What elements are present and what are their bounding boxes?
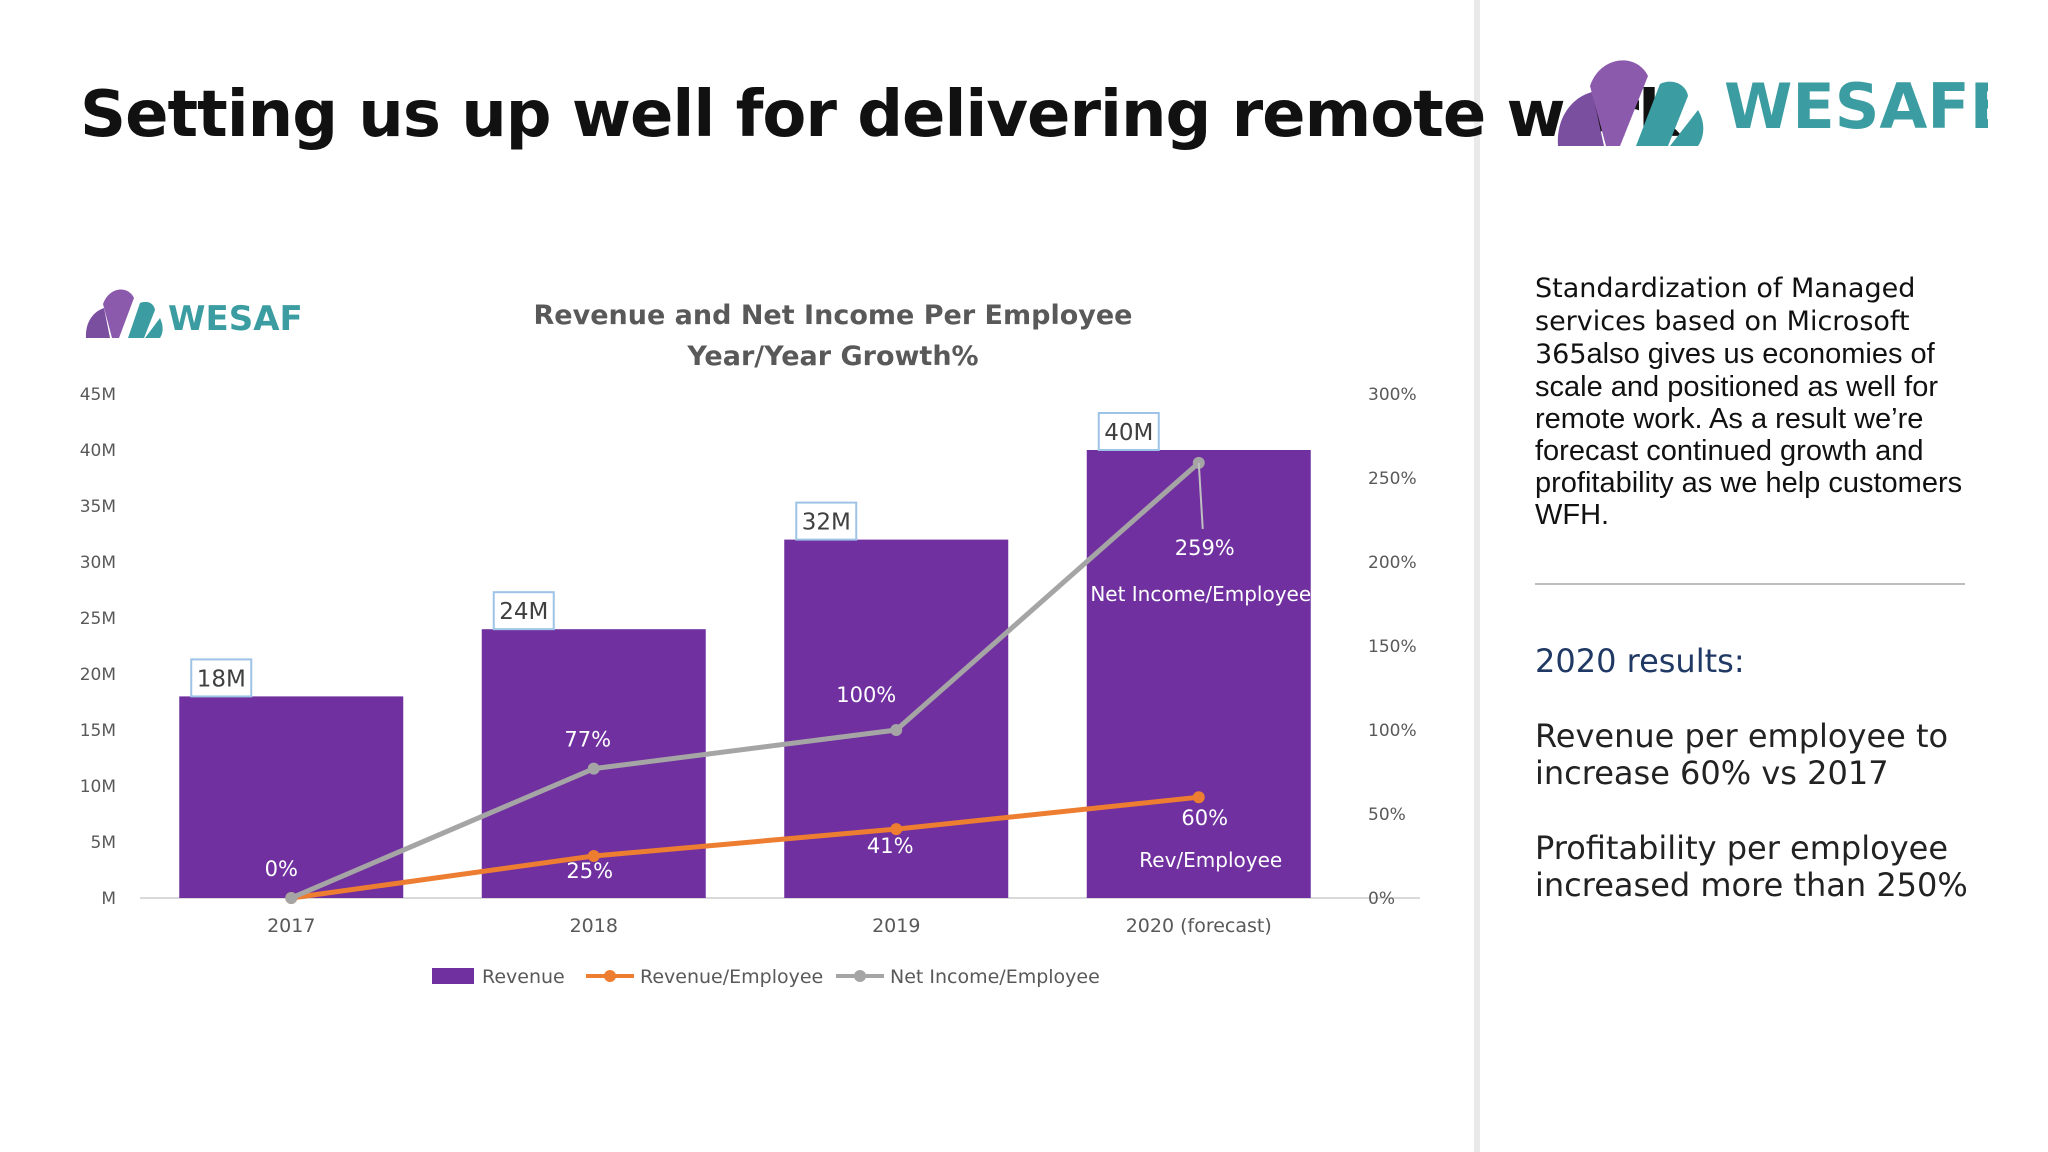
- revenue-per-employee-label: 60%: [1181, 806, 1228, 830]
- y-right-tick-label: 150%: [1368, 637, 1417, 657]
- wesafe-logo-text: WESAFE: [1724, 70, 1988, 143]
- legend-swatch-marker: [604, 970, 616, 982]
- x-tick-label: 2017: [267, 915, 315, 937]
- revenue-bar-label-box: [190, 658, 253, 698]
- net-income-per-employee-point: [587, 762, 600, 775]
- legend-label: Net Income/Employee: [890, 966, 1100, 988]
- revenue-bar-label: 40M: [1104, 420, 1153, 446]
- net-income-per-employee-point: [890, 724, 903, 736]
- y-left-tick-label: 25M: [80, 609, 116, 629]
- y-right-tick-label: 200%: [1368, 553, 1417, 573]
- net-income-per-employee-point: [285, 892, 298, 904]
- side-description-lead: Standardization of Managed services base…: [1535, 273, 1916, 370]
- revenue-per-employee-label: 25%: [566, 859, 613, 883]
- legend-label: Revenue: [482, 966, 565, 988]
- revenue-per-employee-line: [290, 794, 1200, 901]
- revenue-per-employee-point: [1192, 791, 1205, 804]
- revenue-per-employee-label: 41%: [867, 834, 914, 858]
- result-profitability: Profitability per employee increased mor…: [1535, 829, 1968, 904]
- rev-employee-annotation: Rev/Employee: [1139, 848, 1282, 872]
- revenue-bar-label: 18M: [197, 666, 246, 692]
- y-right-tick-label: 0%: [1368, 889, 1395, 909]
- slide-side-panel: [1480, 0, 2048, 1152]
- label-layer: 18M 24M 32M 40M 0% 25% 41% 60% 77% 100% 259% Net In…: [190, 412, 1311, 883]
- chart-legend: Revenue Revenue/Employee Net Income/Employ…: [432, 966, 1100, 988]
- net-income-per-employee-line: [290, 461, 1201, 901]
- y-left-tick-label: 20M: [80, 665, 116, 685]
- revenue-bar-label: 32M: [802, 510, 851, 536]
- y-left-tick-label: 45M: [80, 385, 116, 405]
- x-tick-label: 2018: [570, 915, 618, 937]
- line-layer: [285, 456, 1205, 904]
- axis-layer: M 5M 10M 15M 20M 25M 30M 35M 40M 45M 0% 50% 100% 150%…: [80, 385, 1417, 937]
- chart-title: Revenue and Net Income Per Employee: [534, 300, 1133, 331]
- x-tick-label: 2020 (forecast): [1126, 915, 1272, 937]
- net-income-leader-line: [1197, 462, 1204, 529]
- wesafe-logo: WESAFE: [1557, 60, 1988, 146]
- y-right-tick-label: 250%: [1368, 469, 1417, 489]
- y-left-tick-label: 10M: [80, 777, 116, 797]
- y-left-tick-label: 40M: [80, 441, 116, 461]
- revenue-bar: [1086, 450, 1311, 898]
- net-income-per-employee-label: 100%: [836, 683, 896, 707]
- y-left-tick-label: M: [101, 889, 116, 909]
- y-left-tick-label: 30M: [80, 553, 116, 573]
- y-left-tick-label: 35M: [80, 497, 116, 517]
- slide-title: Setting us up well for delivering remote…: [80, 78, 1681, 152]
- wesafe-logo-small: WESAFE: [85, 289, 302, 339]
- side-description: Standardization of Managed services base…: [1535, 272, 2005, 531]
- y-right-tick-label: 100%: [1368, 721, 1417, 741]
- result-revenue: Revenue per employee to increase 60% vs …: [1535, 717, 1949, 792]
- y-right-tick-label: 300%: [1368, 385, 1417, 405]
- revenue-per-employee-label: 0%: [265, 857, 298, 881]
- legend-swatch-revenue: [432, 968, 474, 984]
- legend-label: Revenue/Employee: [640, 966, 823, 988]
- net-income-per-employee-label: 259%: [1175, 536, 1235, 560]
- net-income-annotation: Net Income/Employee: [1090, 582, 1311, 606]
- revenue-per-employee-point: [587, 850, 600, 862]
- revenue-bar-label: 24M: [499, 599, 548, 625]
- revenue-bar: [784, 539, 1009, 898]
- revenue-per-employee-point: [890, 823, 903, 836]
- side-description-rest: also gives us economies of scale and pos…: [1535, 338, 1963, 531]
- revenue-chart: Revenue and Net Income Per Employee Year…: [70, 290, 1450, 1050]
- panel-divider: [1474, 0, 1480, 1152]
- revenue-bar-label-box: [492, 591, 555, 631]
- revenue-bar-label-box: [1097, 412, 1160, 451]
- y-right-tick-label: 50%: [1368, 805, 1406, 825]
- results-heading: 2020 results:: [1535, 642, 1745, 680]
- bar-layer: [179, 450, 1311, 898]
- x-tick-label: 2019: [872, 915, 920, 937]
- y-left-tick-label: 5M: [91, 833, 116, 853]
- net-income-per-employee-label: 77%: [564, 728, 611, 752]
- wesafe-logo-small-mark: [85, 289, 163, 338]
- wesafe-logo-small-text: WESAFE: [168, 299, 302, 339]
- chart-subtitle: Year/Year Growth%: [686, 341, 978, 372]
- y-left-tick-label: 15M: [80, 721, 116, 741]
- legend-swatch-marker: [854, 970, 866, 982]
- revenue-bar-label-box: [795, 501, 858, 541]
- revenue-chart-svg: Revenue and Net Income Per Employee Year…: [80, 300, 1420, 988]
- side-divider-line: [1535, 583, 1965, 585]
- wesafe-logo-mark: [1557, 60, 1704, 146]
